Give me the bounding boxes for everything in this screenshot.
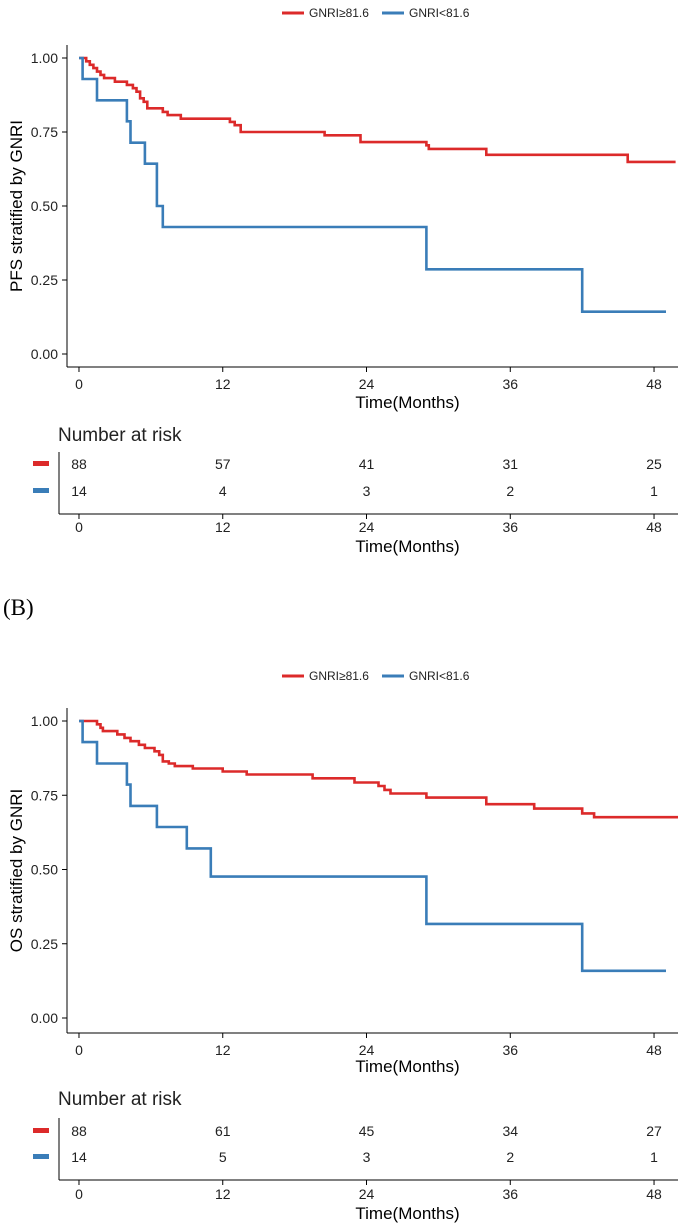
- y-tick-label-0: 0.00: [31, 1010, 58, 1026]
- y-tick-label-4: 1.00: [31, 50, 58, 66]
- y-tick-label-3: 0.75: [31, 787, 58, 803]
- risk-count-0-1: 57: [215, 456, 231, 472]
- risk-count-1-0: 14: [71, 483, 87, 499]
- risk-row-color-key-0: [33, 461, 49, 466]
- risk-count-1-4: 1: [650, 1149, 658, 1165]
- risk-x-tick-label-2: 24: [359, 519, 375, 535]
- y-tick-label-0: 0.00: [31, 346, 58, 362]
- risk-count-0-0: 88: [71, 1123, 87, 1139]
- y-tick-label-4: 1.00: [31, 713, 58, 729]
- x-tick-label-4: 48: [646, 376, 662, 392]
- risk-count-0-2: 45: [359, 1123, 375, 1139]
- x-tick-label-1: 12: [215, 1042, 231, 1058]
- panel-b-os-chart: GNRI≥81.6 GNRI<81.6 0.00 0.25 0.50 0.75 1.00 0 1…: [7, 669, 678, 1223]
- risk-count-1-0: 14: [71, 1149, 87, 1165]
- risk-count-0-3: 34: [502, 1123, 518, 1139]
- risk-count-0-2: 41: [359, 456, 375, 472]
- x-tick-label-2: 24: [359, 376, 375, 392]
- risk-count-1-1: 4: [219, 483, 227, 499]
- legend-label-1: GNRI<81.6: [409, 669, 470, 683]
- risk-table-title: Number at risk: [58, 1089, 182, 1110]
- x-tick-label-2: 24: [359, 1042, 375, 1058]
- survival-curve-1: [79, 56, 666, 313]
- y-axis-title: PFS stratified by GNRI: [7, 120, 26, 292]
- x-tick-label-0: 0: [75, 1042, 83, 1058]
- x-axis-title: Time(Months): [355, 393, 459, 412]
- y-tick-label-3: 0.75: [31, 124, 58, 140]
- risk-count-0-4: 25: [646, 456, 662, 472]
- legend-label-1: GNRI<81.6: [409, 6, 470, 20]
- risk-row-color-key-1: [33, 1154, 49, 1159]
- risk-table-title: Number at risk: [58, 425, 182, 446]
- survival-curve-0: [79, 719, 678, 819]
- risk-row-color-key-1: [33, 488, 49, 493]
- risk-count-1-3: 2: [506, 1149, 514, 1165]
- risk-row-color-key-0: [33, 1128, 49, 1133]
- x-tick-label-3: 36: [502, 376, 518, 392]
- risk-count-1-2: 3: [363, 1149, 371, 1165]
- risk-count-1-2: 3: [363, 483, 371, 499]
- risk-count-1-3: 2: [506, 483, 514, 499]
- y-tick-label-2: 0.50: [31, 198, 58, 214]
- legend-label-0: GNRI≥81.6: [309, 669, 369, 683]
- risk-count-0-4: 27: [646, 1123, 662, 1139]
- risk-table-x-title: Time(Months): [355, 1204, 459, 1223]
- risk-count-0-3: 31: [502, 456, 518, 472]
- risk-count-1-4: 1: [650, 483, 658, 499]
- legend-label-0: GNRI≥81.6: [309, 6, 369, 20]
- survival-curve-1: [79, 719, 666, 973]
- risk-x-tick-label-1: 12: [215, 1186, 231, 1202]
- risk-table-x-title: Time(Months): [355, 537, 459, 556]
- risk-x-tick-label-4: 48: [646, 519, 662, 535]
- x-tick-label-0: 0: [75, 376, 83, 392]
- panel-a-pfs-chart: GNRI≥81.6 GNRI<81.6 0.00 0.25 0.50 0.75 1.00 0 1…: [7, 6, 678, 556]
- y-tick-label-1: 0.25: [31, 272, 58, 288]
- risk-x-tick-label-4: 48: [646, 1186, 662, 1202]
- risk-x-tick-label-1: 12: [215, 519, 231, 535]
- risk-x-tick-label-3: 36: [502, 519, 518, 535]
- risk-x-tick-label-0: 0: [75, 1186, 83, 1202]
- x-tick-label-3: 36: [502, 1042, 518, 1058]
- risk-x-tick-label-2: 24: [359, 1186, 375, 1202]
- x-tick-label-4: 48: [646, 1042, 662, 1058]
- y-tick-label-1: 0.25: [31, 936, 58, 952]
- risk-count-0-1: 61: [215, 1123, 231, 1139]
- risk-count-1-1: 5: [219, 1149, 227, 1165]
- y-axis-title: OS stratified by GNRI: [7, 789, 26, 952]
- risk-x-tick-label-0: 0: [75, 519, 83, 535]
- x-tick-label-1: 12: [215, 376, 231, 392]
- y-tick-label-2: 0.50: [31, 862, 58, 878]
- survival-curve-0: [79, 56, 676, 164]
- panel-b-label: (B): [3, 595, 34, 620]
- x-axis-title: Time(Months): [355, 1057, 459, 1076]
- risk-x-tick-label-3: 36: [502, 1186, 518, 1202]
- risk-count-0-0: 88: [71, 456, 87, 472]
